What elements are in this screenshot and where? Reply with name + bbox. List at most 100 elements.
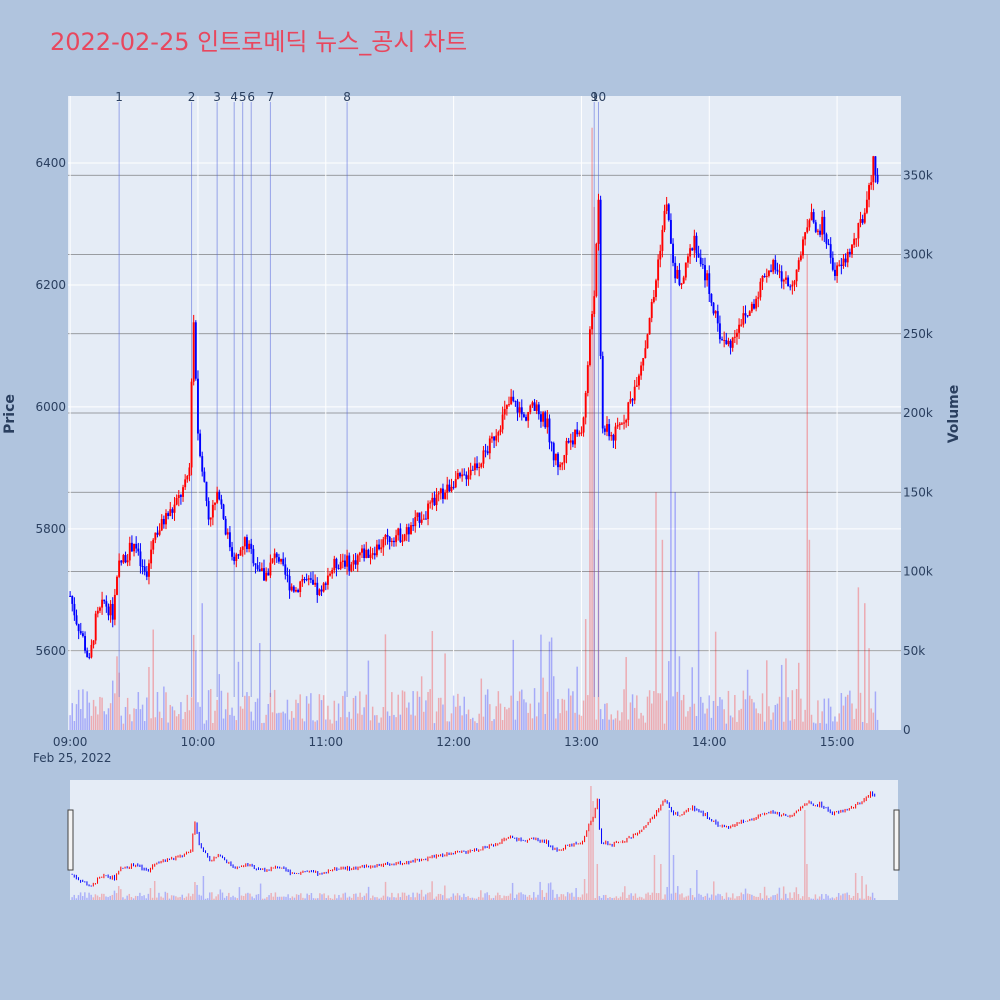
candle-body	[616, 425, 619, 427]
candle-body	[333, 558, 336, 570]
mini-volume-bar	[715, 895, 717, 900]
mini-volume-bar	[331, 898, 334, 900]
volume-bar	[152, 629, 154, 730]
mini-volume-bar	[132, 898, 135, 900]
mini-volume-bar	[782, 886, 785, 900]
mini-volume-bar	[533, 892, 535, 900]
mini-volume-bar	[107, 897, 109, 900]
volume-bar	[759, 713, 762, 730]
price-tick-label: 5600	[35, 644, 66, 658]
candle-body	[165, 513, 167, 525]
price-tick-label: 6200	[35, 278, 66, 292]
volume-bar	[90, 715, 93, 730]
volume-bar	[638, 718, 640, 730]
candle-body	[631, 399, 634, 401]
range-slider-left-handle[interactable]	[67, 809, 74, 871]
mini-volume-bar	[122, 897, 124, 900]
volume-bar	[378, 722, 380, 730]
mini-volume-bar	[704, 895, 707, 900]
volume-bar	[846, 694, 849, 730]
candle-body	[608, 424, 611, 437]
volume-bar	[133, 708, 135, 730]
mini-volume-bar	[827, 895, 829, 900]
mini-volume-bar	[585, 893, 588, 900]
mini-volume-bar	[806, 864, 808, 900]
mini-volume-bar	[497, 892, 499, 900]
price-tick-label: 6000	[35, 400, 66, 414]
range-slider-right-handle[interactable]	[893, 809, 900, 871]
candle-body	[465, 474, 468, 480]
volume-bar	[454, 706, 457, 730]
candle-body	[439, 488, 442, 494]
volume-bar	[148, 666, 150, 730]
candle-body	[463, 474, 466, 476]
volume-bar	[655, 492, 657, 730]
mini-volume-bar	[636, 897, 639, 900]
mini-volume-bar	[554, 897, 556, 900]
volume-bar	[474, 721, 476, 730]
mini-volume-bar	[399, 897, 402, 900]
volume-bar	[256, 698, 259, 730]
mini-volume-bar	[700, 894, 702, 900]
volume-bar	[493, 719, 495, 730]
volume-bar	[92, 699, 95, 730]
volume-bar	[459, 705, 461, 730]
volume-bar	[469, 718, 472, 730]
mini-volume-bar	[556, 894, 558, 900]
volume-bar	[627, 719, 630, 730]
candle-body	[606, 424, 608, 432]
volume-bar	[118, 672, 120, 730]
candle-body	[346, 555, 349, 567]
volume-bar	[712, 700, 715, 730]
mini-volume-bar	[672, 855, 675, 900]
volume-bar	[175, 716, 178, 730]
candle-body	[390, 540, 393, 543]
volume-bar	[789, 720, 791, 730]
volume-bar	[619, 720, 621, 730]
candle-body	[603, 428, 606, 432]
volume-bar	[806, 254, 809, 730]
candle-body	[554, 453, 557, 461]
candle-body	[363, 548, 366, 559]
mini-volume-bar	[713, 881, 715, 900]
volume-bar	[239, 706, 242, 730]
volume-bar	[382, 706, 385, 730]
volume-bar	[742, 690, 745, 730]
candle-body	[433, 497, 436, 506]
volume-bar	[131, 721, 133, 730]
mini-volume-bar	[719, 894, 721, 900]
mini-volume-bar	[234, 897, 236, 900]
candle-body	[601, 356, 604, 429]
mini-volume-bar	[791, 897, 793, 900]
mini-volume-bar	[194, 882, 196, 900]
candle-body	[488, 438, 491, 454]
volume-bar	[633, 707, 636, 730]
mini-volume-bar	[276, 896, 279, 900]
candle-body	[392, 540, 395, 543]
candle-body	[471, 469, 474, 471]
volume-bar	[636, 695, 638, 730]
volume-bar	[395, 717, 397, 730]
candle-body	[776, 269, 779, 272]
range-slider[interactable]	[70, 780, 898, 900]
volume-bar	[167, 722, 169, 730]
volume-bar	[729, 715, 732, 730]
candle-body	[710, 293, 713, 303]
news-label: 6	[247, 90, 255, 104]
mini-volume-bar	[808, 897, 810, 900]
mini-volume-bar	[153, 880, 156, 900]
volume-bar	[840, 693, 843, 730]
mini-volume-bar	[147, 893, 150, 900]
volume-bar	[691, 667, 693, 730]
candle-body	[784, 277, 787, 280]
volume-bar	[580, 715, 583, 730]
volume-bar	[169, 704, 172, 730]
volume-bar	[301, 718, 304, 730]
volume-bar	[250, 711, 252, 730]
mini-volume-bar	[221, 892, 224, 900]
volume-bar	[99, 696, 101, 730]
volume-bar	[778, 696, 781, 730]
volume-bar	[872, 712, 875, 730]
candle-body	[744, 313, 747, 316]
mini-volume-bar	[338, 894, 340, 900]
